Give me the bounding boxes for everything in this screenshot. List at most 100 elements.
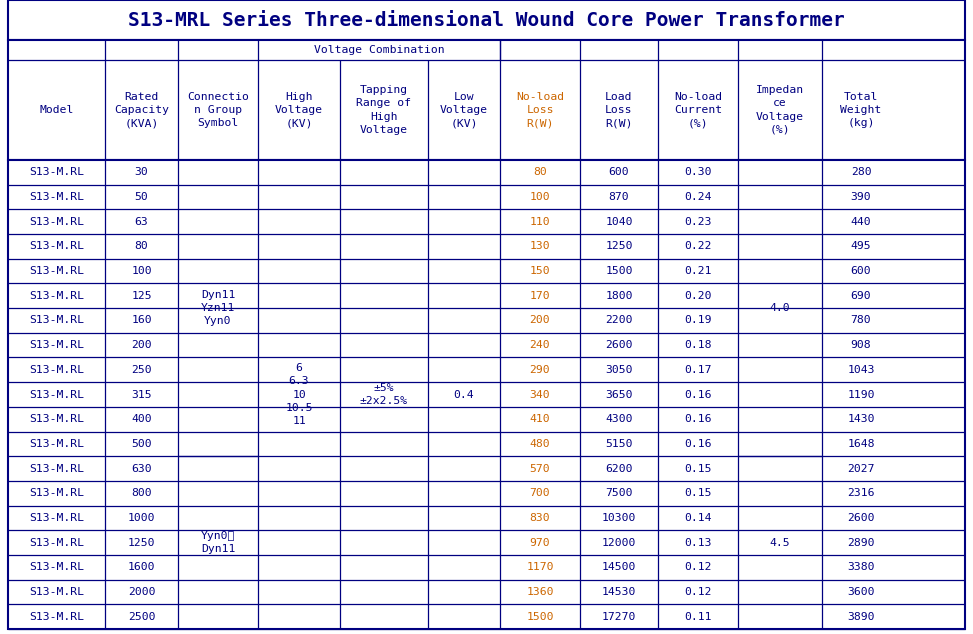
Text: 7500: 7500	[605, 488, 632, 498]
Text: 0.18: 0.18	[684, 340, 712, 350]
Text: S13-M.RL: S13-M.RL	[29, 612, 84, 622]
Text: 700: 700	[529, 488, 551, 498]
Text: 14530: 14530	[602, 587, 636, 597]
Text: 1360: 1360	[526, 587, 554, 597]
Text: 340: 340	[529, 389, 551, 399]
Text: 2600: 2600	[605, 340, 632, 350]
Text: 1800: 1800	[605, 291, 632, 301]
Text: S13-M.RL: S13-M.RL	[29, 167, 84, 178]
Text: High
Voltage
(KV): High Voltage (KV)	[275, 92, 323, 128]
Text: Connectio
n Group
Symbol: Connectio n Group Symbol	[187, 92, 249, 128]
Text: S13-M.RL: S13-M.RL	[29, 217, 84, 227]
Text: 170: 170	[529, 291, 551, 301]
Text: 5150: 5150	[605, 439, 632, 449]
Text: 0.16: 0.16	[684, 439, 712, 449]
Text: 250: 250	[131, 365, 152, 375]
Text: 3380: 3380	[847, 562, 875, 573]
Text: S13-M.RL: S13-M.RL	[29, 365, 84, 375]
Text: 10300: 10300	[602, 513, 636, 523]
Text: S13-MRL Series Three-dimensional Wound Core Power Transformer: S13-MRL Series Three-dimensional Wound C…	[128, 11, 845, 30]
Text: 0.4: 0.4	[453, 389, 474, 399]
Text: 4.0: 4.0	[770, 303, 790, 313]
Text: 690: 690	[850, 291, 871, 301]
Text: 4.5: 4.5	[770, 538, 790, 548]
Text: 1170: 1170	[526, 562, 554, 573]
Text: 1250: 1250	[127, 538, 156, 548]
Text: S13-M.RL: S13-M.RL	[29, 513, 84, 523]
Text: Yyn0或
Dyn11: Yyn0或 Dyn11	[200, 531, 235, 554]
Text: 1000: 1000	[127, 513, 156, 523]
Text: S13-M.RL: S13-M.RL	[29, 414, 84, 424]
Text: S13-M.RL: S13-M.RL	[29, 316, 84, 325]
Text: S13-M.RL: S13-M.RL	[29, 488, 84, 498]
Text: 870: 870	[609, 192, 630, 202]
Text: 600: 600	[609, 167, 630, 178]
Text: Rated
Capacity
(KVA): Rated Capacity (KVA)	[114, 92, 169, 128]
Text: ±5%
±2x2.5%: ±5% ±2x2.5%	[360, 383, 408, 406]
Text: 80: 80	[533, 167, 547, 178]
Text: 630: 630	[131, 463, 152, 474]
Text: 440: 440	[850, 217, 871, 227]
Text: 0.16: 0.16	[684, 414, 712, 424]
Text: 160: 160	[131, 316, 152, 325]
Text: Total
Weight
(kg): Total Weight (kg)	[841, 92, 882, 128]
Text: 3650: 3650	[605, 389, 632, 399]
Text: S13-M.RL: S13-M.RL	[29, 242, 84, 252]
Text: 4300: 4300	[605, 414, 632, 424]
Text: 0.12: 0.12	[684, 587, 712, 597]
Text: 1500: 1500	[526, 612, 554, 622]
Text: 6
6.3
10
10.5
11: 6 6.3 10 10.5 11	[285, 363, 312, 426]
Text: 0.22: 0.22	[684, 242, 712, 252]
Text: 3890: 3890	[847, 612, 875, 622]
Text: Impedan
ce
Voltage
(%): Impedan ce Voltage (%)	[756, 85, 804, 135]
Text: Tapping
Range of
High
Voltage: Tapping Range of High Voltage	[356, 85, 412, 135]
Text: 0.15: 0.15	[684, 463, 712, 474]
Text: 63: 63	[134, 217, 148, 227]
Text: 0.19: 0.19	[684, 316, 712, 325]
Text: 0.20: 0.20	[684, 291, 712, 301]
Text: 970: 970	[529, 538, 551, 548]
Text: 290: 290	[529, 365, 551, 375]
Bar	[8, 40, 965, 160]
Text: 1500: 1500	[605, 266, 632, 276]
Text: 1430: 1430	[847, 414, 875, 424]
Text: 500: 500	[131, 439, 152, 449]
Text: 3050: 3050	[605, 365, 632, 375]
Text: 0.17: 0.17	[684, 365, 712, 375]
Text: 800: 800	[131, 488, 152, 498]
Text: 50: 50	[134, 192, 148, 202]
Text: 0.13: 0.13	[684, 538, 712, 548]
Text: No-load
Current
(%): No-load Current (%)	[674, 92, 722, 128]
Text: S13-M.RL: S13-M.RL	[29, 291, 84, 301]
Text: 1040: 1040	[605, 217, 632, 227]
Text: 2027: 2027	[847, 463, 875, 474]
Text: 495: 495	[850, 242, 871, 252]
Text: S13-M.RL: S13-M.RL	[29, 266, 84, 276]
Text: 0.16: 0.16	[684, 389, 712, 399]
Text: 830: 830	[529, 513, 551, 523]
Text: 0.21: 0.21	[684, 266, 712, 276]
Text: S13-M.RL: S13-M.RL	[29, 562, 84, 573]
Text: 110: 110	[529, 217, 551, 227]
Text: 30: 30	[134, 167, 148, 178]
Text: Load
Loss
R(W): Load Loss R(W)	[605, 92, 632, 128]
Text: S13-M.RL: S13-M.RL	[29, 538, 84, 548]
Text: 150: 150	[529, 266, 551, 276]
Text: 390: 390	[850, 192, 871, 202]
Text: 12000: 12000	[602, 538, 636, 548]
Text: 315: 315	[131, 389, 152, 399]
Text: 100: 100	[131, 266, 152, 276]
Text: 0.14: 0.14	[684, 513, 712, 523]
Text: 130: 130	[529, 242, 551, 252]
Text: 400: 400	[131, 414, 152, 424]
Text: 2600: 2600	[847, 513, 875, 523]
Text: 2316: 2316	[847, 488, 875, 498]
Text: 17270: 17270	[602, 612, 636, 622]
Text: S13-M.RL: S13-M.RL	[29, 192, 84, 202]
Text: 480: 480	[529, 439, 551, 449]
Text: 1600: 1600	[127, 562, 156, 573]
Text: 6200: 6200	[605, 463, 632, 474]
Text: 3600: 3600	[847, 587, 875, 597]
Text: Low
Voltage
(KV): Low Voltage (KV)	[440, 92, 488, 128]
Text: 125: 125	[131, 291, 152, 301]
